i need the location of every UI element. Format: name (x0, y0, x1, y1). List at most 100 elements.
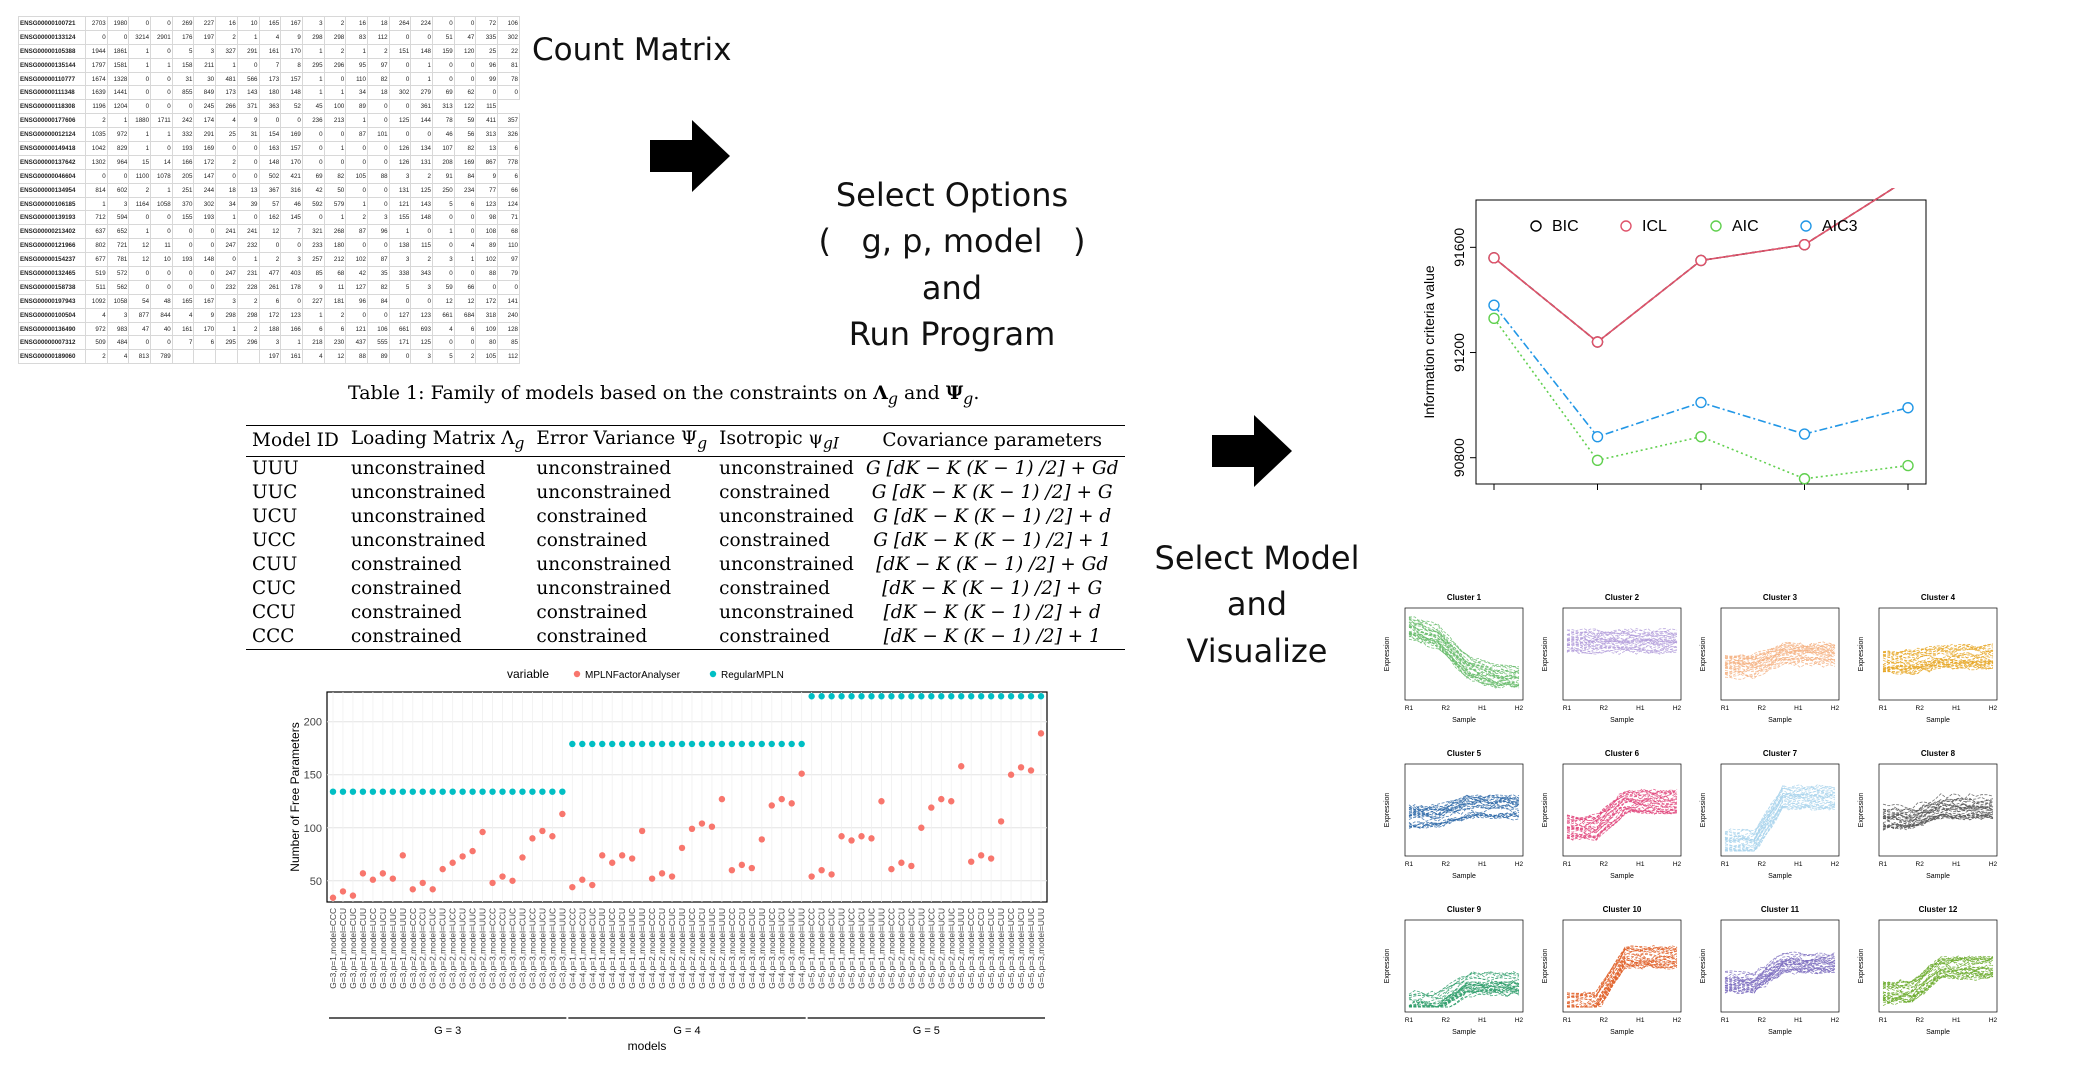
caption-text: Table 1: Family of models based on the c… (348, 382, 874, 404)
count-cell: 9 (475, 168, 499, 184)
count-cell: 0 (388, 57, 412, 73)
count-cell: 112 (366, 29, 390, 45)
data-point (738, 740, 746, 748)
count-cell: 88 (366, 168, 390, 184)
gene-id-cell: ENSG00000106185 (18, 196, 86, 212)
count-matrix-row: ENSG00000189060 2 4 813 789 197 161 4 12 88 89 0 3 5 2… (18, 349, 520, 365)
count-cell: 244 (193, 182, 217, 198)
count-cell: 6 (323, 321, 347, 337)
x-tick-label: G=3,p=2,model=UUC (468, 908, 478, 989)
count-cell: 844 (150, 307, 173, 323)
count-cell: 31 (171, 71, 195, 87)
count-cell: 519 (85, 266, 108, 281)
x-tick-label: H2 (1673, 1017, 1682, 1024)
data-point (469, 788, 476, 795)
data-point (459, 788, 466, 795)
count-cell: 87 (345, 127, 368, 143)
right-arrow-icon (1212, 415, 1292, 487)
count-cell: 8 (280, 57, 303, 73)
count-cell: 1 (388, 224, 412, 240)
x-tick-label: H1 (1952, 861, 1961, 868)
count-cell: 257 (301, 252, 325, 268)
expression-profile (1566, 790, 1678, 820)
x-tick-label: H2 (1831, 861, 1840, 868)
expression-profile (1882, 658, 1994, 670)
expression-profile (1724, 789, 1836, 840)
count-cell: 1 (236, 29, 260, 45)
count-cell: 13 (236, 182, 260, 198)
count-cell: 10 (150, 252, 173, 268)
count-cell: 1 (323, 210, 347, 226)
model-id-cell: UUU (252, 458, 299, 480)
gene-id-cell: ENSG00000121966 (18, 238, 86, 254)
count-cell: 3214 (128, 29, 152, 45)
expression-profile (1882, 656, 1994, 667)
models-table-header: Model ID Loading Matrix Λg Error Varianc… (246, 425, 1125, 457)
count-cell: 2 (215, 29, 238, 45)
data-point (678, 844, 686, 852)
count-cell: 0 (345, 182, 368, 198)
data-point (569, 883, 576, 891)
expression-profile (1566, 810, 1678, 840)
data-point (419, 879, 426, 887)
legend-entry: BIC (1552, 218, 1579, 235)
count-matrix-row: ENSG00000110777 1674 1328 0 0 31 30 481 566 173 15… (18, 71, 520, 87)
y-axis-label: Expression (1858, 949, 1865, 984)
x-tick-label: G=3,p=3,model=UCC (527, 908, 537, 989)
data-point (439, 788, 446, 795)
data-point (758, 740, 765, 748)
count-cell: 972 (106, 127, 130, 143)
count-cell: 1058 (106, 293, 130, 309)
count-cell: 0 (236, 141, 260, 156)
count-cell (236, 349, 260, 365)
count-cell: 3 (366, 210, 390, 226)
expression-profile (1408, 988, 1520, 1008)
count-cell: 1674 (85, 71, 108, 87)
count-cell: 261 (258, 279, 282, 295)
models-table-row: CCU constrained constrained unconstrained [d… (246, 601, 1125, 625)
x-axis-label: Sample (1610, 873, 1634, 880)
expression-profile (1724, 802, 1836, 851)
cluster-title: Cluster 8 (1921, 749, 1956, 758)
count-cell: 188 (258, 321, 282, 337)
x-tick-label: G=4,p=1,model=UCC (607, 908, 617, 989)
count-cell: 9 (301, 279, 325, 295)
count-cell: 1 (301, 307, 325, 323)
header-covariance-text: Covariance parameters (882, 429, 1103, 451)
isotropic-cell: constrained (719, 482, 830, 504)
cluster-frame (1562, 607, 1682, 701)
count-cell: 1797 (85, 57, 108, 73)
expression-profile (1724, 654, 1836, 673)
data-point (509, 877, 516, 884)
data-point (369, 788, 377, 795)
x-tick-label: G=3,p=2,model=UCC (448, 908, 458, 989)
expression-profile (1882, 802, 1994, 818)
cluster-frame (1404, 919, 1524, 1013)
data-point (349, 788, 357, 795)
count-cell: 4 (453, 238, 477, 254)
count-cell: 0 (388, 99, 412, 115)
data-point (658, 870, 666, 877)
count-cell: 167 (280, 16, 303, 31)
data-point (938, 693, 945, 700)
expression-profile (1408, 794, 1520, 811)
count-cell: 240 (497, 307, 520, 323)
count-cell: 197 (193, 29, 217, 45)
select-options-and: and (921, 268, 983, 307)
data-point (818, 866, 825, 874)
error-variance-cell: unconstrained (536, 578, 672, 600)
x-tick-label: G=5,p=2,model=UCC (926, 908, 936, 989)
x-tick-label: G=5,p=2,model=UUC (946, 908, 956, 989)
count-matrix-row: ENSG00000213402 637 652 1 0 0 0 241 241 12 7 321 268… (18, 224, 520, 240)
count-cell: 0 (193, 279, 217, 295)
count-cell: 3 (106, 307, 130, 323)
expression-profile (1882, 664, 1994, 676)
data-point (399, 852, 407, 859)
count-cell: 4 (258, 29, 282, 45)
count-cell: 82 (453, 141, 477, 156)
expression-profile (1566, 808, 1678, 840)
count-cell: 1711 (150, 113, 173, 129)
data-point (1007, 693, 1015, 700)
count-cell: 0 (150, 99, 173, 115)
x-tick-label: G=3,p=3,model=CCU (498, 908, 508, 989)
